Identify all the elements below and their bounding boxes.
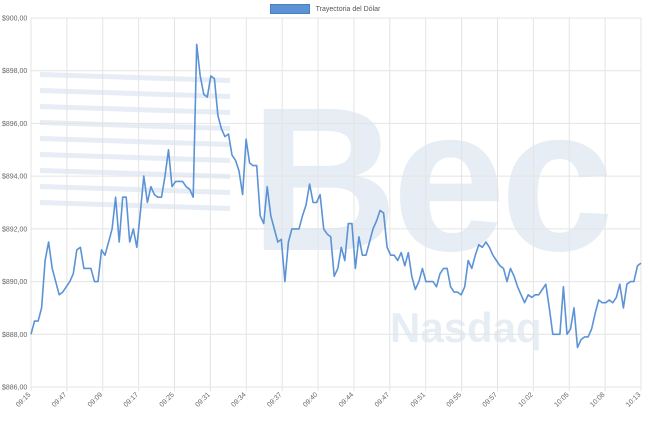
x-tick-label: 09:34 — [230, 391, 247, 408]
x-tick-label: 09:57 — [482, 391, 499, 408]
x-tick-label: 09:40 — [302, 391, 319, 408]
x-tick-label: 09:47 — [51, 391, 68, 408]
watermark-stripe — [40, 168, 230, 179]
y-tick-label: $888,00 — [2, 332, 27, 339]
x-tick-label: 09:31 — [194, 391, 211, 408]
legend[interactable]: Trayectoria del Dólar — [0, 4, 650, 14]
x-tick-label: 10:02 — [517, 391, 534, 408]
x-tick-label: 09:25 — [159, 391, 176, 408]
x-tick-label: 09:37 — [266, 391, 283, 408]
x-tick-label: 09:09 — [87, 391, 104, 408]
x-tick-label: 09:47 — [374, 391, 391, 408]
legend-swatch — [269, 4, 310, 14]
x-tick-label: 09:15 — [15, 391, 32, 408]
x-tick-label: 09:55 — [446, 391, 463, 408]
y-tick-label: $896,00 — [2, 121, 27, 128]
watermark-stripe — [40, 184, 230, 195]
y-tick-label: $892,00 — [2, 226, 27, 233]
series-layer — [30, 43, 642, 349]
x-tick-label: 10:13 — [625, 391, 642, 408]
legend-label: Trayectoria del Dólar — [315, 5, 381, 13]
y-tick-label: $894,00 — [2, 174, 27, 181]
x-tick-label: 09:44 — [338, 391, 355, 408]
y-tick-label: $886,00 — [2, 385, 27, 392]
x-axis: 09:15 09:47 09:09 09:17 09:25 09:31 09:34 09:37… — [15, 391, 642, 408]
x-tick-label: 10:05 — [553, 391, 570, 408]
watermark-subtext: Nasdaq — [390, 304, 542, 351]
x-tick-label: 10:08 — [589, 391, 606, 408]
watermark-text: Bec — [250, 65, 608, 294]
watermark-stripe — [40, 120, 230, 131]
watermark-stripe — [40, 136, 230, 147]
bec-watermark: Bec Nasdaq — [40, 65, 614, 351]
watermark-stripe — [40, 72, 230, 83]
watermark-stripe — [40, 104, 230, 115]
y-tick-label: $900,00 — [2, 16, 27, 23]
watermark-stripe — [40, 200, 230, 211]
x-tick-label: 09:51 — [410, 391, 427, 408]
watermark-stripe — [40, 152, 230, 163]
y-tick-label: $898,00 — [2, 68, 27, 75]
y-axis: $886,00 $888,00 $890,00 $892,00 $894,00 $896,… — [2, 16, 27, 392]
grid — [30, 17, 642, 391]
x-tick-label: 09:17 — [123, 391, 140, 408]
watermark-stripe — [40, 88, 230, 99]
series-line — [30, 43, 642, 349]
y-tick-label: $890,00 — [2, 279, 27, 286]
